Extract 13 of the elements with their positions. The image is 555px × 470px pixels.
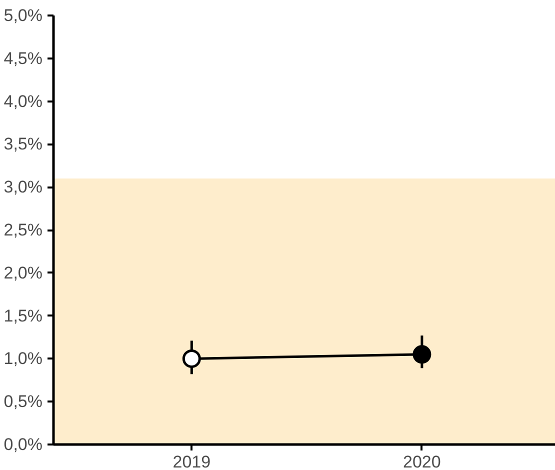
y-tick-label: 2,0% <box>4 263 42 282</box>
y-tick-label: 1,5% <box>4 306 42 326</box>
y-tick-label: 3,0% <box>4 178 42 197</box>
y-tick-label: 5,0% <box>4 6 42 25</box>
y-tick-label: 4,0% <box>4 92 42 111</box>
y-tick-label: 2,5% <box>4 220 42 240</box>
x-tick-label: 2019 <box>172 452 211 470</box>
y-tick-label: 1,0% <box>4 349 42 368</box>
y-tick-label: 3,5% <box>4 134 42 154</box>
y-tick-label: 0,0% <box>4 435 42 454</box>
y-tick-label: 4,5% <box>4 48 42 68</box>
y-tick-label: 0,5% <box>4 392 42 412</box>
x-tick-label: 2020 <box>403 452 441 470</box>
